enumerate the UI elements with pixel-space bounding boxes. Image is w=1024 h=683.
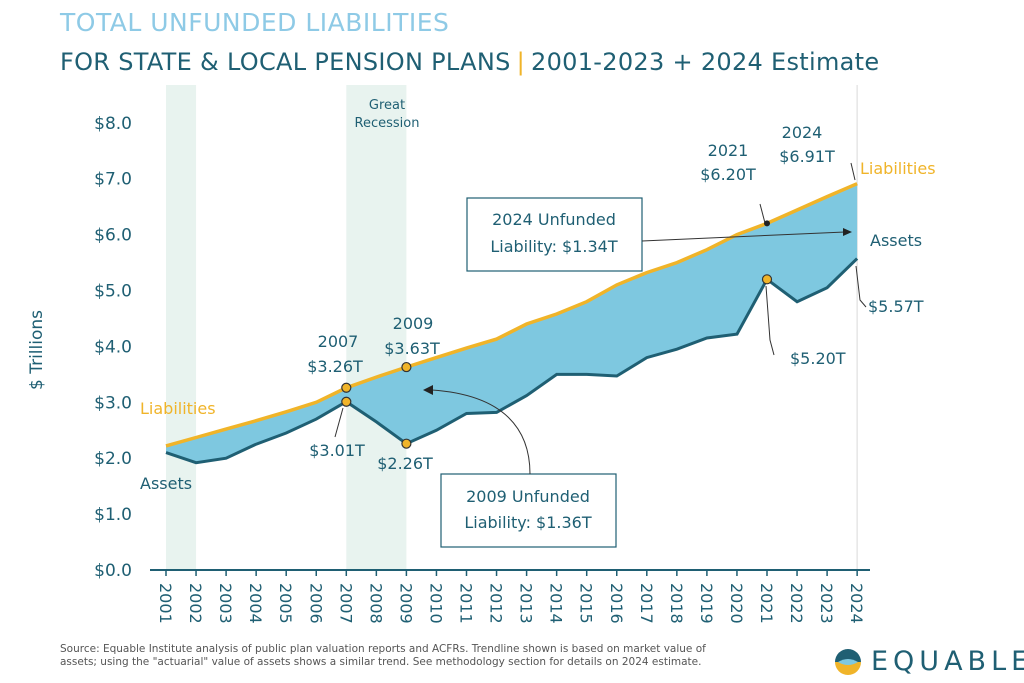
liabilities-label-right: Liabilities (860, 159, 936, 178)
source-line2: assets; using the "actuarial" value of a… (60, 656, 702, 668)
leader-2021 (759, 203, 766, 224)
pension-liabilities-chart: $0.0 $1.0 $2.0 $3.0 $4.0 $5.0 $6.0 $7.0 $8.0 200… (27, 85, 936, 624)
x-tick-label: 2018 (667, 583, 686, 624)
x-tick-label: 2004 (246, 583, 265, 624)
annotation-2009-value: $3.63T (384, 339, 440, 358)
x-tick-label: 2019 (697, 583, 716, 624)
asset-2024-value: $5.57T (868, 297, 924, 316)
annotation-2024-year: 2024 (782, 123, 823, 142)
x-tick-label: 2006 (306, 583, 325, 624)
callout-2024-line2: Liability: $1.34T (490, 237, 618, 256)
callout-2009-line2: Liability: $1.36T (464, 513, 592, 532)
annotation-2024-value: $6.91T (779, 147, 835, 166)
callout-2024-unfunded: 2024 Unfunded Liability: $1.34T (466, 197, 852, 272)
chart-title-range: 2001-2023 + 2024 Estimate (531, 48, 880, 76)
leader-2024 (850, 162, 856, 181)
asset-marker-2009 (401, 438, 412, 449)
x-tick-label: 2012 (487, 583, 506, 624)
shaded-periods (166, 85, 858, 570)
leader-asset-2021 (765, 285, 775, 356)
callout-2024-line1: 2024 Unfunded (492, 210, 616, 229)
y-tick-label: $1.0 (94, 505, 132, 525)
y-axis: $0.0 $1.0 $2.0 $3.0 $4.0 $5.0 $6.0 $7.0 $8.0 (94, 114, 132, 581)
annotation-2009-year: 2009 (393, 314, 434, 333)
callout-2009-unfunded: 2009 Unfunded Liability: $1.36T (423, 385, 617, 548)
y-tick-label: $6.0 (94, 226, 132, 246)
annotation-2021-value: $6.20T (700, 165, 756, 184)
recession-label-line1: Great (369, 98, 405, 113)
title-separator: | (516, 48, 526, 76)
x-tick-label: 2023 (817, 583, 836, 624)
x-tick-label: 2002 (186, 583, 205, 624)
source-line1: Source: Equable Institute analysis of pu… (60, 643, 706, 655)
x-tick-label: 2014 (547, 583, 566, 624)
source-note: Source: Equable Institute analysis of pu… (60, 643, 780, 669)
liab-marker-2007 (341, 382, 352, 393)
equable-logo-text: EQUABLE (871, 646, 1024, 677)
asset-2007-value: $3.01T (309, 441, 365, 460)
liab-marker-2021 (764, 220, 770, 227)
data-markers (341, 220, 773, 449)
x-tick-label: 2021 (757, 583, 776, 624)
assets-label-right: Assets (870, 231, 922, 250)
chart-title-line1: TOTAL UNFUNDED LIABILITIES (60, 8, 450, 37)
chart-title-main: FOR STATE & LOCAL PENSION PLANS (60, 48, 511, 76)
x-tick-label: 2020 (727, 583, 746, 624)
liab-marker-2009 (401, 361, 412, 373)
liabilities-label-left: Liabilities (140, 399, 216, 418)
asset-marker-2021 (761, 274, 773, 285)
annotation-2007-year: 2007 (318, 332, 359, 351)
recession-label-line2: Recession (355, 116, 420, 131)
x-tick-label: 2009 (396, 583, 415, 624)
y-tick-label: $2.0 (94, 449, 132, 469)
x-tick-label: 2010 (426, 583, 445, 624)
annotation-2021-year: 2021 (708, 141, 749, 160)
x-tick-label: 2003 (216, 583, 235, 624)
x-tick-label: 2015 (577, 583, 596, 624)
x-tick-label: 2013 (517, 583, 536, 624)
x-tick-label: 2001 (156, 583, 175, 624)
liabilities-line (165, 182, 858, 448)
leader-asset-2024 (855, 265, 867, 308)
x-tick-label: 2011 (457, 583, 476, 624)
x-axis: 2001 2002 2003 2004 2005 2006 2007 2008 2009 2010… (150, 569, 870, 624)
leader-lines (334, 162, 867, 438)
y-tick-label: $3.0 (94, 393, 132, 413)
y-tick-label: $7.0 (94, 170, 132, 190)
y-tick-label: $4.0 (94, 337, 132, 357)
callout-2009-line1: 2009 Unfunded (466, 487, 590, 506)
x-tick-label: 2024 (847, 583, 866, 624)
y-axis-label: $ Trillions (27, 310, 47, 390)
asset-2021-value: $5.20T (790, 349, 846, 368)
equable-logo-mark (835, 649, 861, 675)
assets-label-left: Assets (140, 474, 192, 493)
x-tick-label: 2017 (637, 583, 656, 624)
leader-asset-2007 (334, 407, 344, 438)
x-tick-label: 2016 (607, 583, 626, 624)
y-tick-label: $0.0 (94, 561, 132, 581)
chart-title-line2: FOR STATE & LOCAL PENSION PLANS | 2001-202… (60, 48, 879, 76)
x-tick-label: 2008 (366, 583, 385, 624)
shaded-period-2 (346, 85, 407, 570)
x-tick-label: 2022 (787, 583, 806, 624)
y-tick-label: $5.0 (94, 282, 132, 302)
shaded-period-1 (166, 85, 197, 570)
x-tick-label: 2007 (336, 583, 355, 624)
asset-marker-2007 (341, 396, 352, 407)
annotation-2007-value: $3.26T (307, 357, 363, 376)
x-tick-label: 2005 (276, 583, 295, 624)
assets-line (165, 257, 859, 465)
asset-2009-value: $2.26T (377, 454, 433, 473)
y-tick-label: $8.0 (94, 114, 132, 134)
